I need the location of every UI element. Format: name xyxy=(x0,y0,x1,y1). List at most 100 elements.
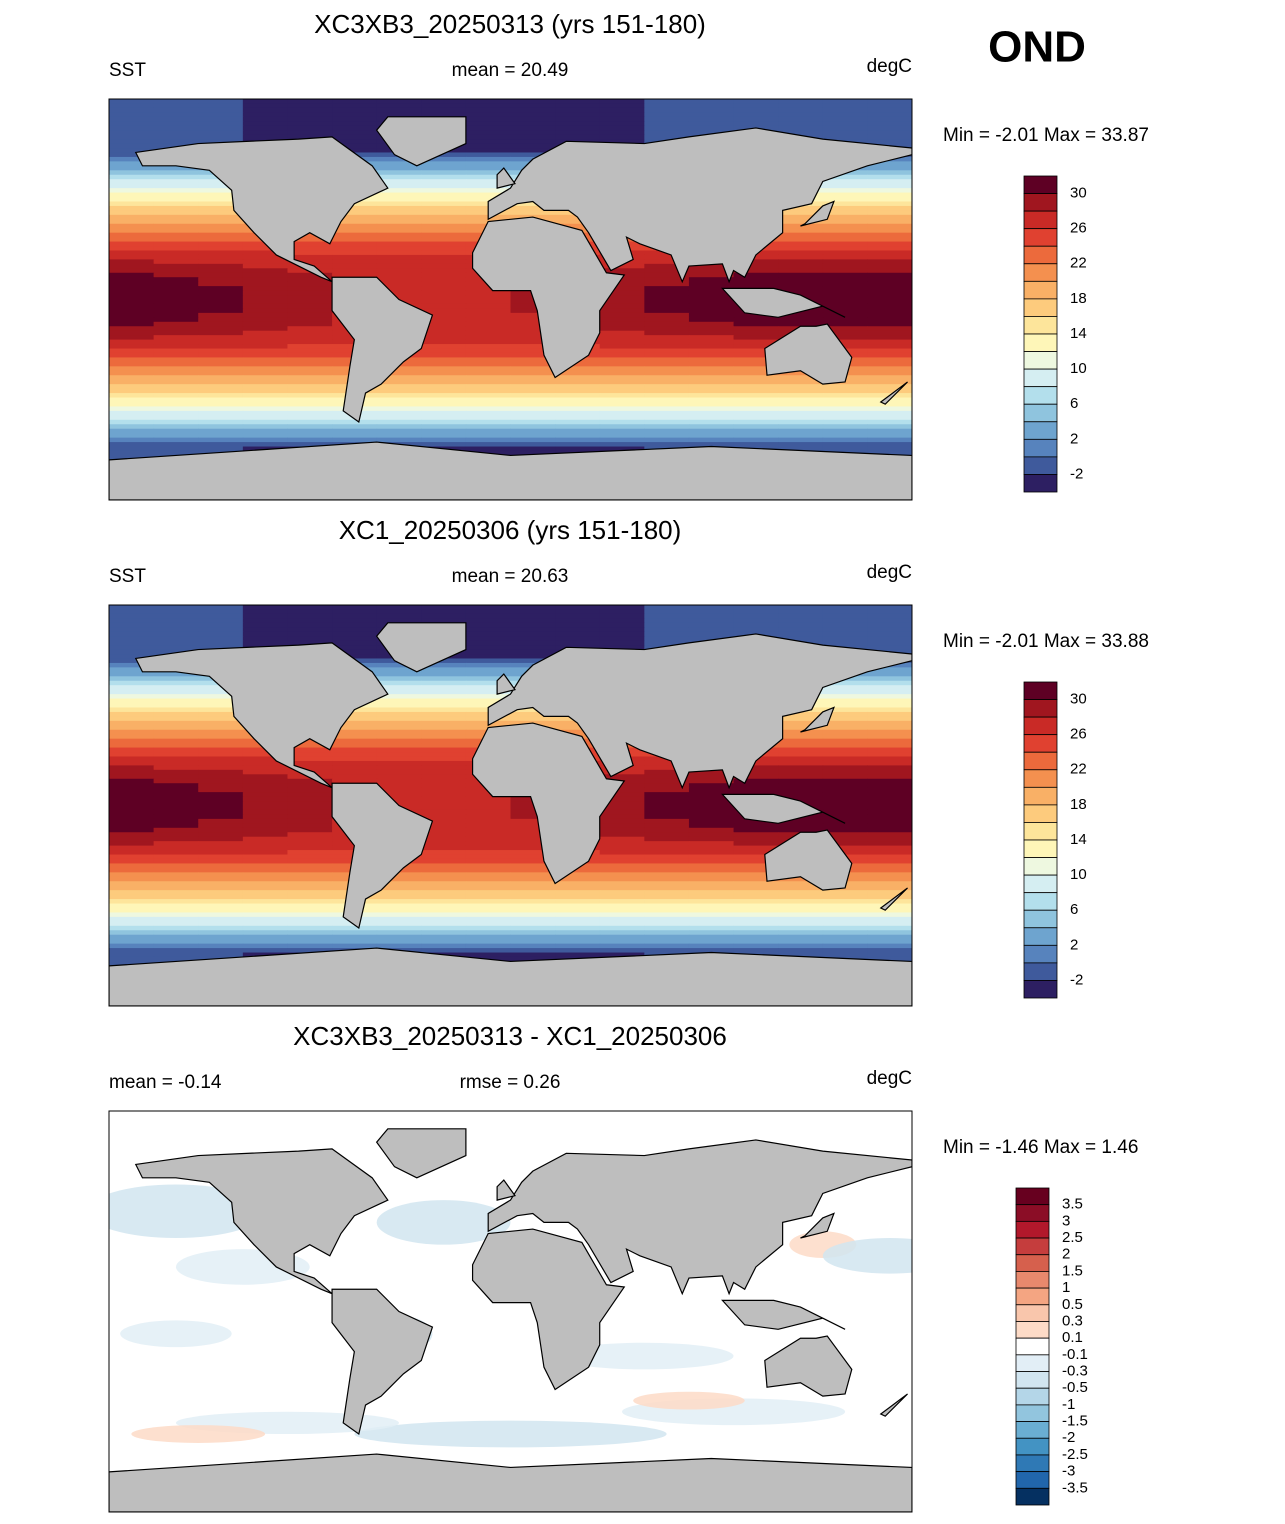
sst-cell xyxy=(153,406,199,412)
sst-cell xyxy=(109,769,155,775)
sst-cell xyxy=(421,308,467,314)
sst-cell xyxy=(555,618,601,624)
sst-cell xyxy=(332,729,378,735)
sst-cell xyxy=(287,832,333,838)
sst-cell xyxy=(555,872,601,878)
sst-cell xyxy=(599,130,645,136)
colorbar-label: 2 xyxy=(1062,1246,1070,1263)
sst-cell xyxy=(822,930,868,936)
sst-cell xyxy=(465,934,511,940)
sst-cell xyxy=(421,152,467,158)
sst-cell xyxy=(599,854,645,860)
sst-cell xyxy=(287,622,333,628)
sst-cell xyxy=(287,348,333,354)
sst-cell xyxy=(153,894,199,900)
sst-cell xyxy=(465,352,511,358)
sst-cell xyxy=(510,609,556,615)
sst-cell xyxy=(153,760,199,766)
sst-cell xyxy=(376,667,422,673)
sst-cell xyxy=(822,756,868,762)
sst-cell xyxy=(109,308,155,314)
sst-cell xyxy=(465,148,511,153)
sst-cell xyxy=(644,401,690,407)
sst-cell xyxy=(733,827,779,833)
sst-cell xyxy=(644,134,690,140)
sst-cell xyxy=(599,308,645,314)
sst-cell xyxy=(733,406,779,412)
sst-cell xyxy=(644,263,690,269)
sst-cell xyxy=(109,774,155,780)
sst-cell xyxy=(376,165,422,171)
sst-cell xyxy=(688,339,735,345)
sst-cell xyxy=(867,952,912,958)
sst-cell xyxy=(109,939,155,945)
sst-cell xyxy=(465,112,511,118)
sst-cell xyxy=(867,437,912,443)
sst-cell xyxy=(153,863,199,869)
sst-cell xyxy=(688,361,735,367)
sst-cell xyxy=(510,116,556,122)
sst-cell xyxy=(109,640,155,646)
sst-cell xyxy=(778,783,824,789)
sst-cell xyxy=(421,907,467,913)
sst-cell xyxy=(822,303,868,309)
sst-cell xyxy=(109,379,155,385)
sst-cell xyxy=(332,774,378,780)
sst-cell xyxy=(555,428,601,434)
sst-cell xyxy=(332,636,378,642)
sst-cell xyxy=(644,778,690,784)
sst-cell xyxy=(242,384,288,390)
sst-cell xyxy=(822,134,868,140)
sst-cell xyxy=(376,375,422,381)
sst-cell xyxy=(510,640,556,646)
sst-cell xyxy=(376,765,422,771)
sst-cell xyxy=(867,752,912,757)
sst-cell xyxy=(599,388,645,394)
sst-cell xyxy=(242,397,288,403)
sst-cell xyxy=(332,437,378,443)
sst-cell xyxy=(644,317,690,323)
sst-cell xyxy=(644,618,690,624)
sst-cell xyxy=(421,738,467,744)
sst-cell xyxy=(109,845,155,851)
sst-cell xyxy=(867,916,912,922)
sst-cell xyxy=(465,424,511,430)
sst-cell xyxy=(465,174,511,180)
sst-cell xyxy=(867,943,912,949)
sst-cell xyxy=(733,428,779,434)
sst-cell xyxy=(510,809,556,815)
sst-cell xyxy=(733,277,779,283)
sst-cell xyxy=(555,388,601,394)
sst-cell xyxy=(376,214,422,220)
sst-cell xyxy=(822,689,868,695)
sst-cell xyxy=(822,703,868,708)
colorbar-label: 1.5 xyxy=(1062,1262,1083,1279)
sst-cell xyxy=(465,605,511,610)
sst-cell xyxy=(510,312,556,318)
sst-cell xyxy=(287,286,333,292)
sst-cell xyxy=(109,854,155,860)
sst-cell xyxy=(376,415,422,421)
sst-cell xyxy=(421,290,467,296)
sst-cell xyxy=(153,645,199,651)
colorbar-box xyxy=(1023,368,1058,388)
sst-cell xyxy=(153,121,199,127)
sst-cell xyxy=(510,832,556,838)
colorbar-box xyxy=(1023,857,1058,876)
sst-cell xyxy=(688,925,735,931)
sst-cell xyxy=(867,370,912,376)
sst-cell xyxy=(822,335,868,341)
colorbar-label: -0.1 xyxy=(1062,1346,1088,1363)
sst-cell xyxy=(332,654,378,659)
sst-cell xyxy=(555,361,601,367)
sst-cell xyxy=(465,308,511,314)
sst-cell xyxy=(153,312,199,318)
sst-cell xyxy=(465,107,511,113)
sst-cell xyxy=(421,805,467,811)
sst-cell xyxy=(332,139,378,145)
sst-cell xyxy=(242,366,288,372)
sst-cell xyxy=(555,916,601,922)
sst-cell xyxy=(242,774,288,780)
sst-cell xyxy=(421,850,467,856)
sst-cell xyxy=(376,161,422,167)
